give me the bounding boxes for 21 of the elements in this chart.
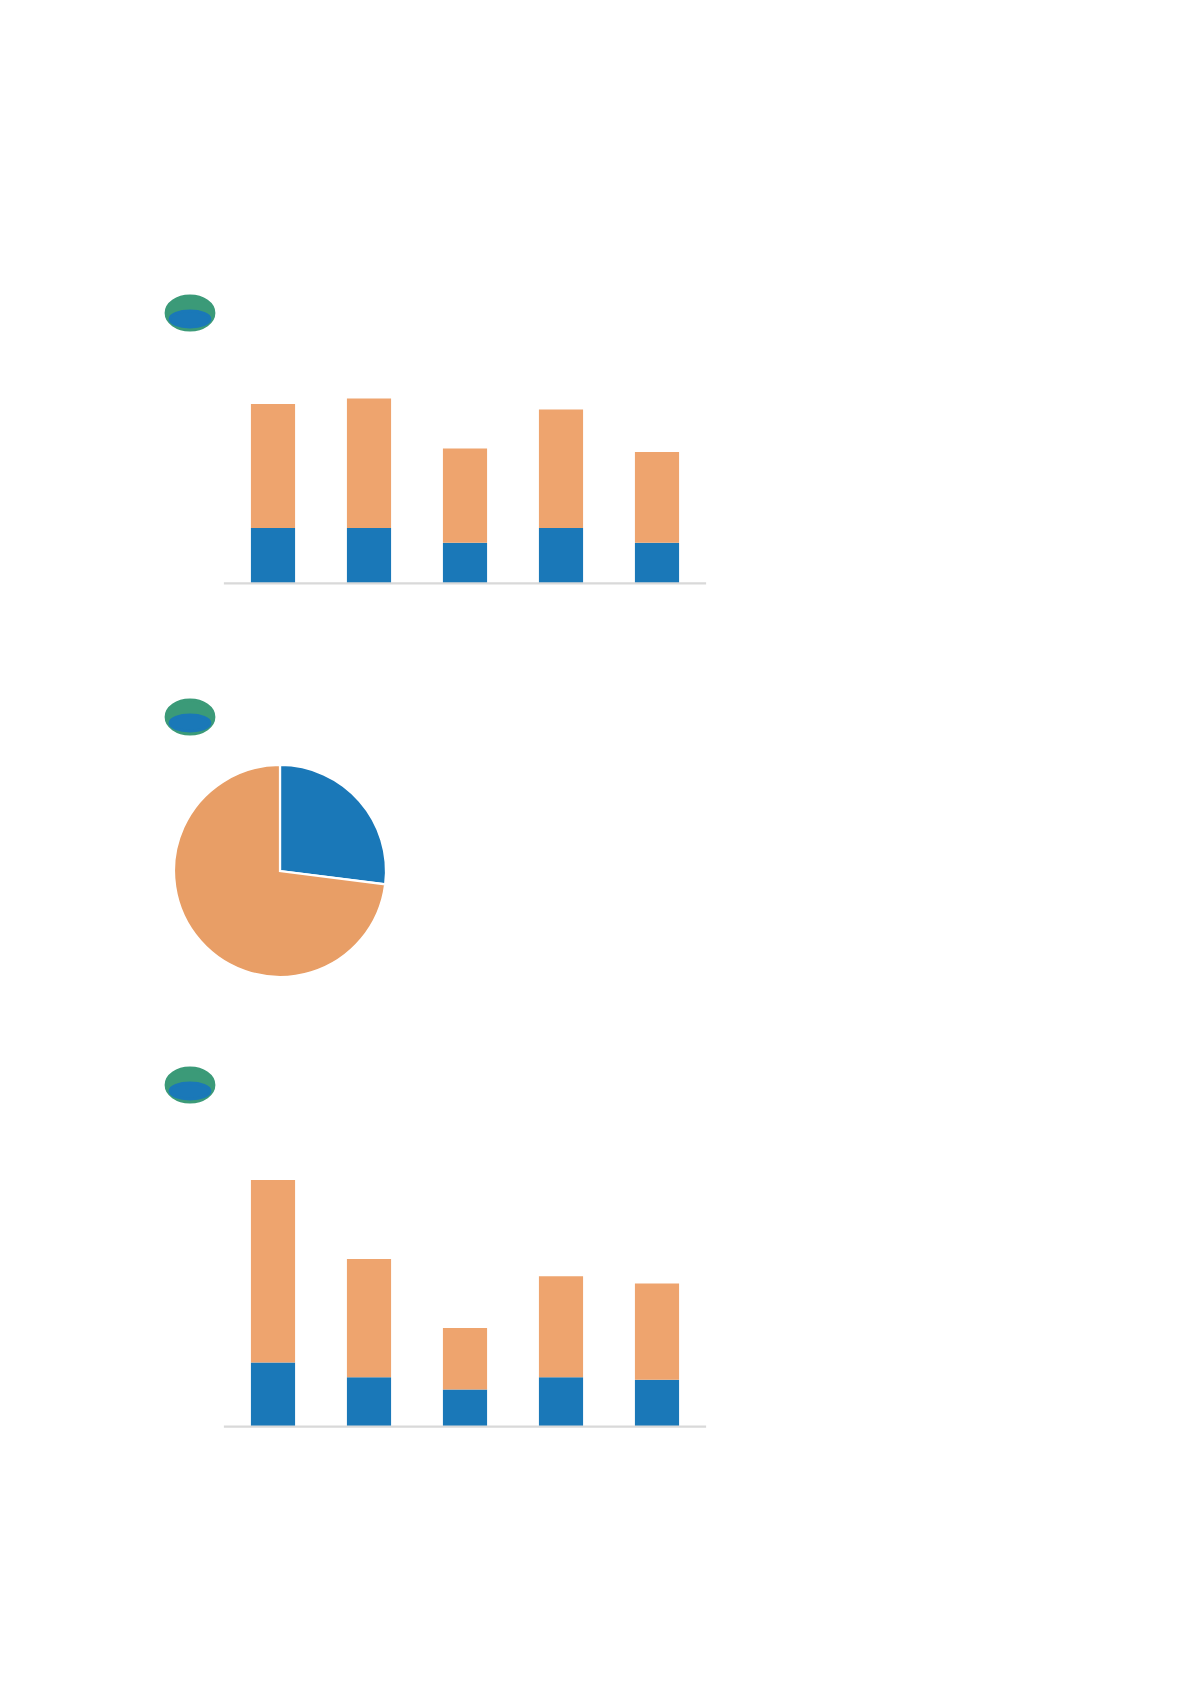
bar — [442, 1389, 488, 1427]
bar — [538, 527, 584, 584]
bar — [634, 452, 680, 543]
bar — [346, 527, 392, 584]
bar — [442, 542, 488, 584]
bar — [442, 1327, 488, 1390]
bar — [538, 409, 584, 528]
bar — [250, 404, 296, 528]
pie-slice — [172, 763, 387, 979]
bar — [250, 1362, 296, 1427]
bar — [634, 1379, 680, 1427]
bar — [250, 527, 296, 584]
bar — [538, 1276, 584, 1378]
bar — [346, 398, 392, 528]
bar — [634, 542, 680, 584]
bar — [442, 448, 488, 543]
bar — [250, 1180, 296, 1363]
bar — [346, 1258, 392, 1378]
bar — [346, 1377, 392, 1427]
bar — [634, 1283, 680, 1380]
bar — [538, 1377, 584, 1427]
